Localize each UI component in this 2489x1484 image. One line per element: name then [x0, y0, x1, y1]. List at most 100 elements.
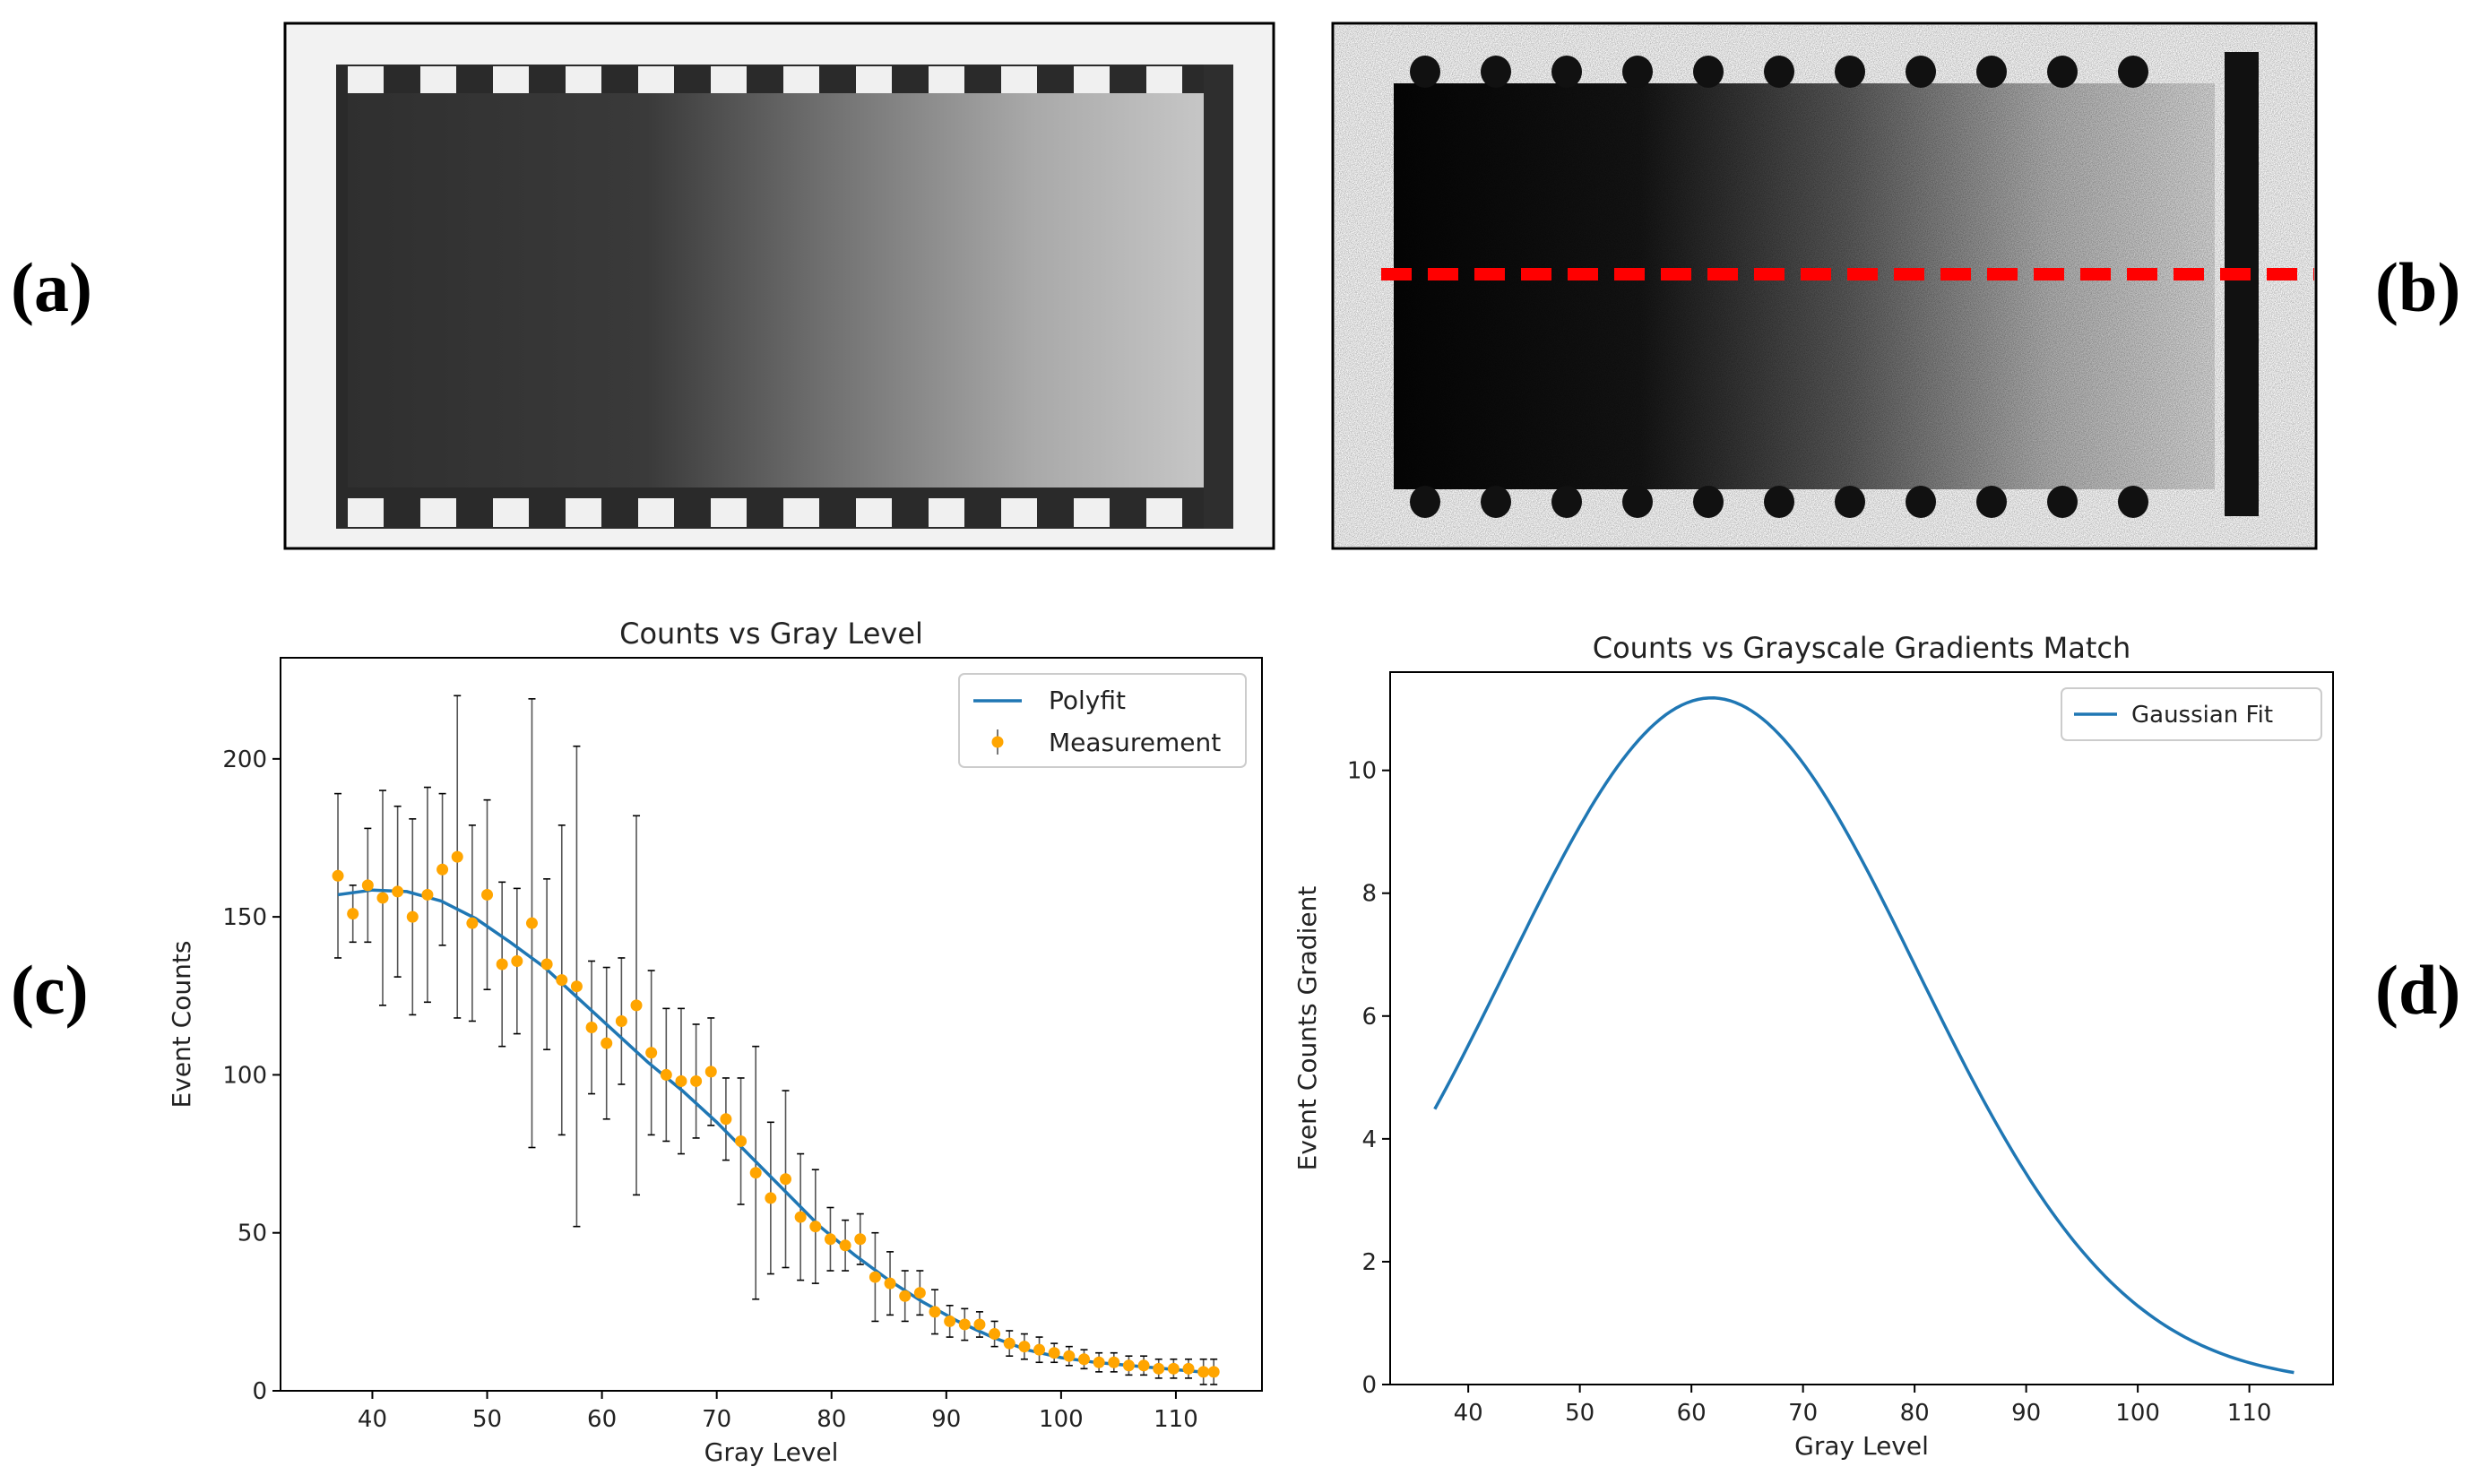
x-axis-label: Gray Level: [704, 1437, 839, 1467]
x-tick-label: 100: [1039, 1406, 1084, 1433]
sprocket-blob: [1835, 486, 1865, 518]
measurement-point: [570, 980, 583, 993]
x-tick-label: 40: [1454, 1400, 1483, 1427]
sprocket-blob: [1906, 56, 1936, 88]
measurement-point: [899, 1290, 912, 1302]
panel-label-a: (a): [11, 248, 92, 326]
x-tick-label: 90: [931, 1406, 961, 1433]
sprocket-blob: [1481, 56, 1511, 88]
measurement-point: [496, 958, 508, 971]
sprocket-blob: [1410, 56, 1440, 88]
measurement-point: [525, 917, 538, 929]
sprocket-hole: [638, 498, 674, 527]
legend-measurement-swatch: [991, 736, 1004, 748]
legend-gaussian-label: Gaussian Fit: [2131, 702, 2273, 729]
legend-measurement-label: Measurement: [1049, 728, 1221, 757]
measurement-point: [630, 999, 643, 1012]
measurement-point: [854, 1233, 867, 1246]
measurement-point: [929, 1306, 941, 1318]
y-tick-label: 8: [1361, 881, 1377, 908]
measurement-point: [675, 1074, 687, 1087]
measurement-point: [1207, 1366, 1220, 1378]
measurement-point: [347, 908, 359, 920]
measurement-point: [392, 885, 404, 898]
panel-label-b: (b): [2375, 248, 2461, 326]
measurement-point: [704, 1066, 717, 1078]
y-tick-label: 50: [238, 1221, 267, 1247]
sprocket-hole: [819, 66, 856, 93]
measurement-point: [1108, 1356, 1120, 1368]
y-tick-label: 0: [252, 1378, 267, 1405]
sprocket-hole: [1074, 498, 1110, 527]
image-panel-b: [1331, 22, 2318, 550]
sprocket-blob: [1764, 56, 1794, 88]
sprocket-hole: [1001, 498, 1037, 527]
measurement-point: [794, 1211, 807, 1223]
sprocket-hole: [456, 498, 493, 527]
sprocket-blob: [1481, 486, 1511, 518]
measurement-point: [436, 863, 449, 876]
sprocket-hole: [566, 498, 601, 527]
sprocket-hole: [856, 498, 892, 527]
sprocket-hole: [711, 498, 747, 527]
measurement-point: [913, 1287, 926, 1299]
sprocket-hole: [783, 498, 819, 527]
sprocket-hole: [348, 66, 384, 93]
measurement-point: [824, 1233, 836, 1246]
measurement-point: [1093, 1356, 1105, 1368]
x-tick-label: 50: [472, 1406, 502, 1433]
y-axis-label: Event Counts: [167, 941, 196, 1109]
sprocket-hole: [1037, 498, 1074, 527]
y-tick-label: 4: [1361, 1126, 1377, 1153]
measurement-point: [585, 1022, 598, 1034]
x-tick-label: 60: [587, 1406, 617, 1433]
x-tick-label: 80: [1900, 1400, 1930, 1427]
panel-label-c: (c): [11, 951, 89, 1029]
sprocket-hole: [1146, 498, 1182, 527]
measurement-point: [601, 1037, 613, 1049]
x-tick-label: 70: [1788, 1400, 1818, 1427]
measurement-point: [1063, 1350, 1076, 1362]
measurement-point: [780, 1173, 792, 1186]
measurement-point: [481, 888, 494, 901]
sprocket-hole: [348, 498, 384, 527]
sprocket-hole: [1001, 66, 1037, 93]
measurement-point: [749, 1167, 762, 1179]
sprocket-blob: [2047, 486, 2078, 518]
measurement-point: [839, 1239, 851, 1252]
sprocket-hole: [601, 498, 638, 527]
chart-title: Counts vs Grayscale Gradients Match: [1593, 631, 2131, 665]
x-tick-label: 90: [2011, 1400, 2041, 1427]
measurement-point: [1048, 1347, 1060, 1359]
chart-title: Counts vs Gray Level: [619, 617, 923, 651]
sprocket-hole: [601, 66, 638, 93]
measurement-point: [973, 1318, 986, 1331]
legend-box: [2061, 687, 2322, 741]
sprocket-hole: [384, 66, 420, 93]
gaussian-fit-line: [1433, 696, 2295, 1375]
sprocket-hole: [420, 498, 456, 527]
image-panel-a: [283, 22, 1275, 550]
sprocket-blob: [2118, 56, 2148, 88]
measurement-point: [869, 1271, 881, 1283]
measurement-point: [556, 974, 568, 987]
sprocket-hole: [892, 66, 929, 93]
x-tick-label: 40: [358, 1406, 387, 1433]
sprocket-blob: [1693, 56, 1724, 88]
measurement-point: [989, 1328, 1001, 1341]
y-tick-label: 2: [1361, 1249, 1377, 1276]
sprocket-hole: [566, 66, 601, 93]
sprocket-hole: [711, 66, 747, 93]
sprocket-blob: [1693, 486, 1724, 518]
y-tick-label: 150: [222, 904, 267, 931]
y-tick-label: 10: [1347, 758, 1377, 785]
measurement-point: [1018, 1341, 1031, 1353]
sprocket-hole: [819, 498, 856, 527]
sprocket-blob: [2047, 56, 2078, 88]
sprocket-hole: [420, 66, 456, 93]
sprocket-blob: [2118, 486, 2148, 518]
measurement-point: [466, 917, 479, 929]
y-tick-label: 100: [222, 1062, 267, 1089]
sprocket-hole: [1037, 66, 1074, 93]
